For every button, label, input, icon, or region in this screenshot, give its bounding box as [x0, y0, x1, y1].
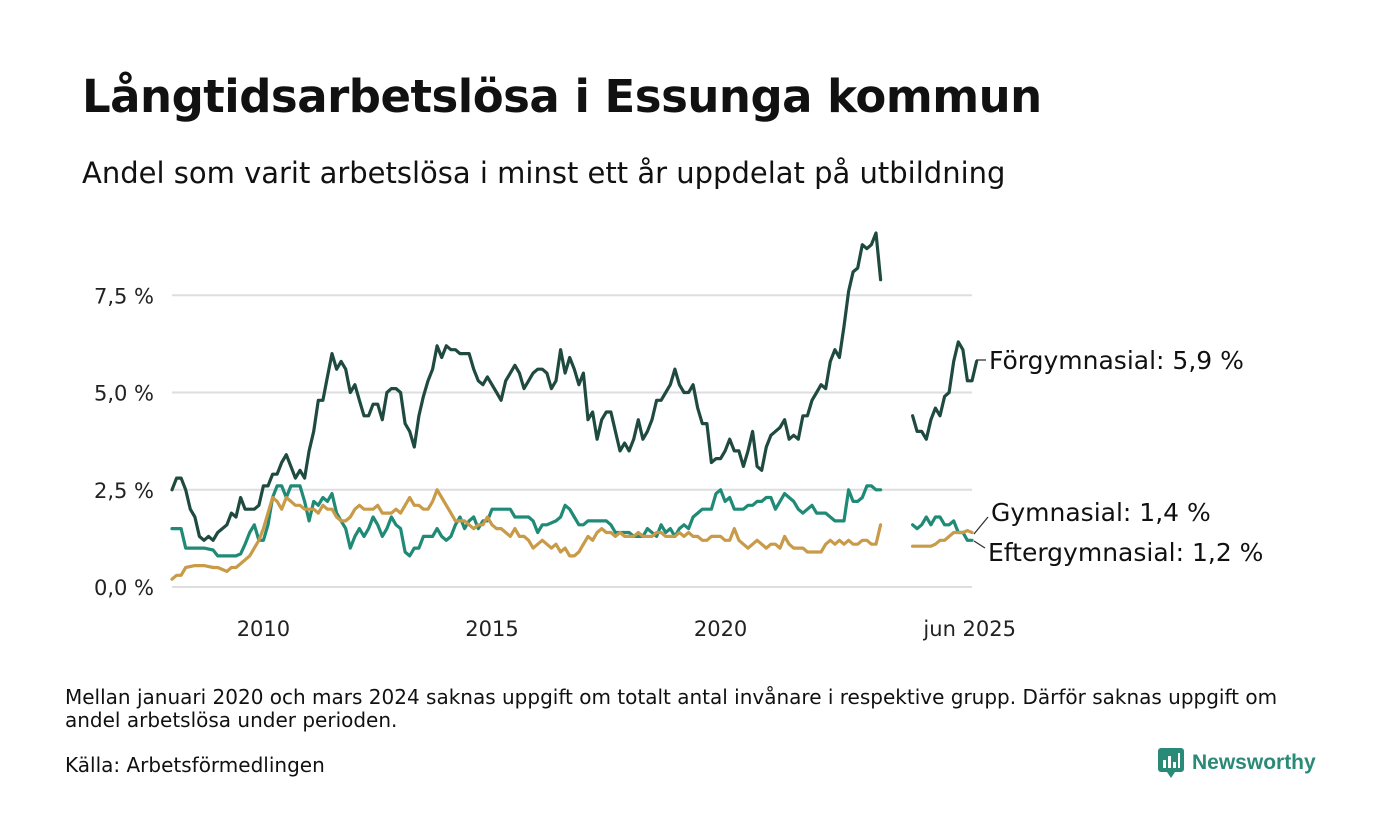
series-line-gymnasial-1 [170, 484, 883, 558]
series-line-eftergymnasial-1 [170, 488, 883, 581]
series-end-labels: Förgymnasial: 5,9 % Gymnasial: 1,4 % Efter… [973, 346, 1263, 567]
brand-logo[interactable]: Newsworthy [1158, 748, 1316, 778]
y-tick-label: 2,5 % [94, 479, 154, 503]
series-line-gymnasial-2 [911, 515, 974, 542]
x-tick-label: 2020 [694, 617, 747, 641]
series-lines [170, 231, 979, 581]
y-tick-label: 5,0 % [94, 382, 154, 406]
grid-lines [172, 294, 972, 588]
footnote: Mellan januari 2020 och mars 2024 saknas… [65, 685, 1278, 732]
x-tick-label: jun 2025 [922, 617, 1016, 641]
y-tick-label: 0,0 % [94, 576, 154, 600]
x-tick-label: 2010 [237, 617, 290, 641]
series-label-gymnasial: Gymnasial: 1,4 % [991, 498, 1211, 527]
y-axis-ticks: 0,0 % 2,5 % 5,0 % 7,5 % [94, 284, 154, 600]
y-tick-label: 7,5 % [94, 284, 154, 308]
source-credit: Källa: Arbetsförmedlingen [65, 753, 325, 777]
series-line-eftergymnasial-2 [911, 529, 974, 548]
label-leader-gymnasial [973, 516, 989, 535]
series-line-forgymnasial-1 [170, 231, 883, 542]
label-leader-eftergymnasial [973, 540, 986, 549]
series-line-forgymnasial-2 [911, 340, 979, 441]
chart-title: Långtidsarbetslösa i Essunga kommun [82, 70, 1042, 123]
series-label-eftergymnasial: Eftergymnasial: 1,2 % [988, 538, 1263, 567]
series-label-forgymnasial: Förgymnasial: 5,9 % [989, 346, 1244, 375]
x-tick-label: 2015 [465, 617, 518, 641]
chart-subtitle: Andel som varit arbetslösa i minst ett å… [82, 156, 1006, 190]
newsworthy-logo-icon [1158, 748, 1184, 778]
x-axis-ticks: 2010 2015 2020 jun 2025 [237, 617, 1016, 641]
brand-name: Newsworthy [1192, 751, 1316, 774]
line-chart: 0,0 % 2,5 % 5,0 % 7,5 % 2010 2015 2020 jun 202… [94, 231, 1263, 641]
